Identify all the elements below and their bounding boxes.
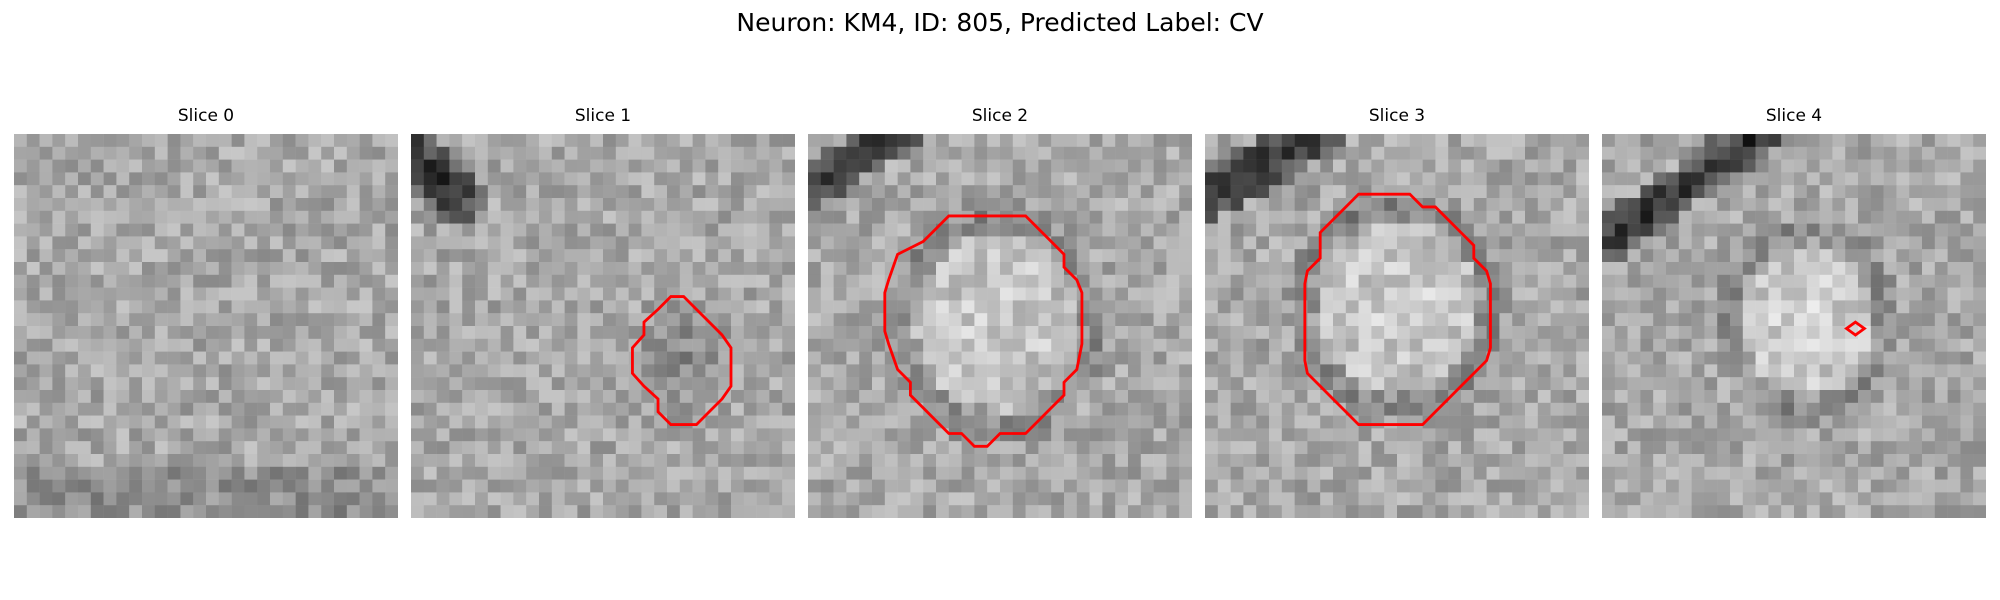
slice-title-1: Slice 1	[574, 106, 632, 126]
segmentation-contour	[631, 295, 733, 426]
pixel-grid	[808, 134, 1192, 518]
slice-image-2	[808, 134, 1192, 518]
pixel-grid	[1205, 134, 1589, 518]
segmentation-contour	[1303, 192, 1492, 426]
segmentation-contour	[1844, 320, 1867, 337]
slice-image-1	[411, 134, 795, 518]
slice-title-0: Slice 0	[177, 106, 235, 126]
slice-title-3: Slice 3	[1368, 106, 1426, 126]
pixel-grid	[1602, 134, 1986, 518]
slice-title-2: Slice 2	[971, 106, 1029, 126]
slice-image-0	[14, 134, 398, 518]
slice-image-4	[1602, 134, 1986, 518]
pixel-grid	[411, 134, 795, 518]
pixel-grid	[14, 134, 398, 518]
slice-title-4: Slice 4	[1765, 106, 1823, 126]
slice-image-3	[1205, 134, 1589, 518]
segmentation-contour	[883, 214, 1084, 448]
figure-title: Neuron: KM4, ID: 805, Predicted Label: C…	[736, 8, 1264, 37]
